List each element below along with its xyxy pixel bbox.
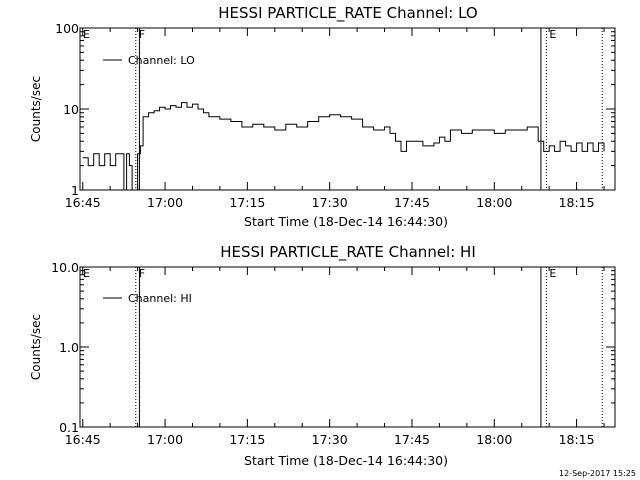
x-tick-label: 18:15 bbox=[559, 432, 595, 447]
x-tick-label: 17:45 bbox=[394, 195, 430, 210]
y-tick-label: 10 bbox=[63, 102, 79, 117]
x-axis-ticks: 16:45 17:00 17:15 17:30 17:45 18:00 18:15 bbox=[65, 267, 605, 447]
x-tick-label: 16:45 bbox=[65, 432, 101, 447]
x-tick-label: 17:30 bbox=[312, 195, 348, 210]
legend-label: Channel: HI bbox=[128, 292, 192, 305]
y-axis-label: Counts/sec bbox=[29, 314, 43, 380]
x-tick-label: 17:15 bbox=[229, 432, 265, 447]
chart-title: HESSI PARTICLE_RATE Channel: LO bbox=[218, 4, 477, 23]
x-tick-label: 17:00 bbox=[147, 195, 183, 210]
x-tick-label: 17:00 bbox=[147, 432, 183, 447]
x-tick-label: 17:45 bbox=[394, 432, 430, 447]
y-tick-label: 1.0 bbox=[59, 340, 79, 355]
flag-label: E bbox=[549, 28, 556, 41]
y-tick-label: 10.0 bbox=[51, 260, 79, 275]
footer-timestamp: 12-Sep-2017 15:25 bbox=[559, 469, 636, 478]
x-tick-label: 18:00 bbox=[476, 195, 512, 210]
legend-label: Channel: LO bbox=[128, 54, 195, 67]
y-tick-label: 100 bbox=[55, 21, 79, 36]
y-axis-ticks: 0.1 1.0 10.0 bbox=[51, 260, 615, 435]
series-line-lo bbox=[82, 102, 605, 191]
y-axis-ticks: 1 10 100 bbox=[55, 21, 615, 198]
flag-label: F bbox=[139, 267, 145, 280]
chart-title: HESSI PARTICLE_RATE Channel: HI bbox=[220, 243, 476, 262]
x-tick-label: 16:45 bbox=[65, 195, 101, 210]
plot-frame bbox=[79, 27, 616, 191]
x-axis-label: Start Time (18-Dec-14 16:44:30) bbox=[244, 453, 448, 468]
x-tick-label: 17:30 bbox=[312, 432, 348, 447]
x-tick-label: 17:15 bbox=[229, 195, 265, 210]
flag-label: E bbox=[83, 28, 90, 41]
flag-label: E bbox=[549, 267, 556, 280]
y-axis-label: Counts/sec bbox=[29, 76, 43, 142]
flag-label: F bbox=[139, 28, 145, 41]
x-tick-label: 18:00 bbox=[476, 432, 512, 447]
y-tick-label: 0.1 bbox=[59, 420, 79, 435]
x-tick-label: 18:15 bbox=[559, 195, 595, 210]
y-tick-label: 1 bbox=[71, 183, 79, 198]
plot-frame bbox=[79, 266, 616, 428]
flag-label: E bbox=[83, 267, 90, 280]
x-axis-label: Start Time (18-Dec-14 16:44:30) bbox=[244, 214, 448, 229]
x-axis-ticks: 16:45 17:00 17:15 17:30 17:45 18:00 18:15 bbox=[65, 28, 605, 210]
